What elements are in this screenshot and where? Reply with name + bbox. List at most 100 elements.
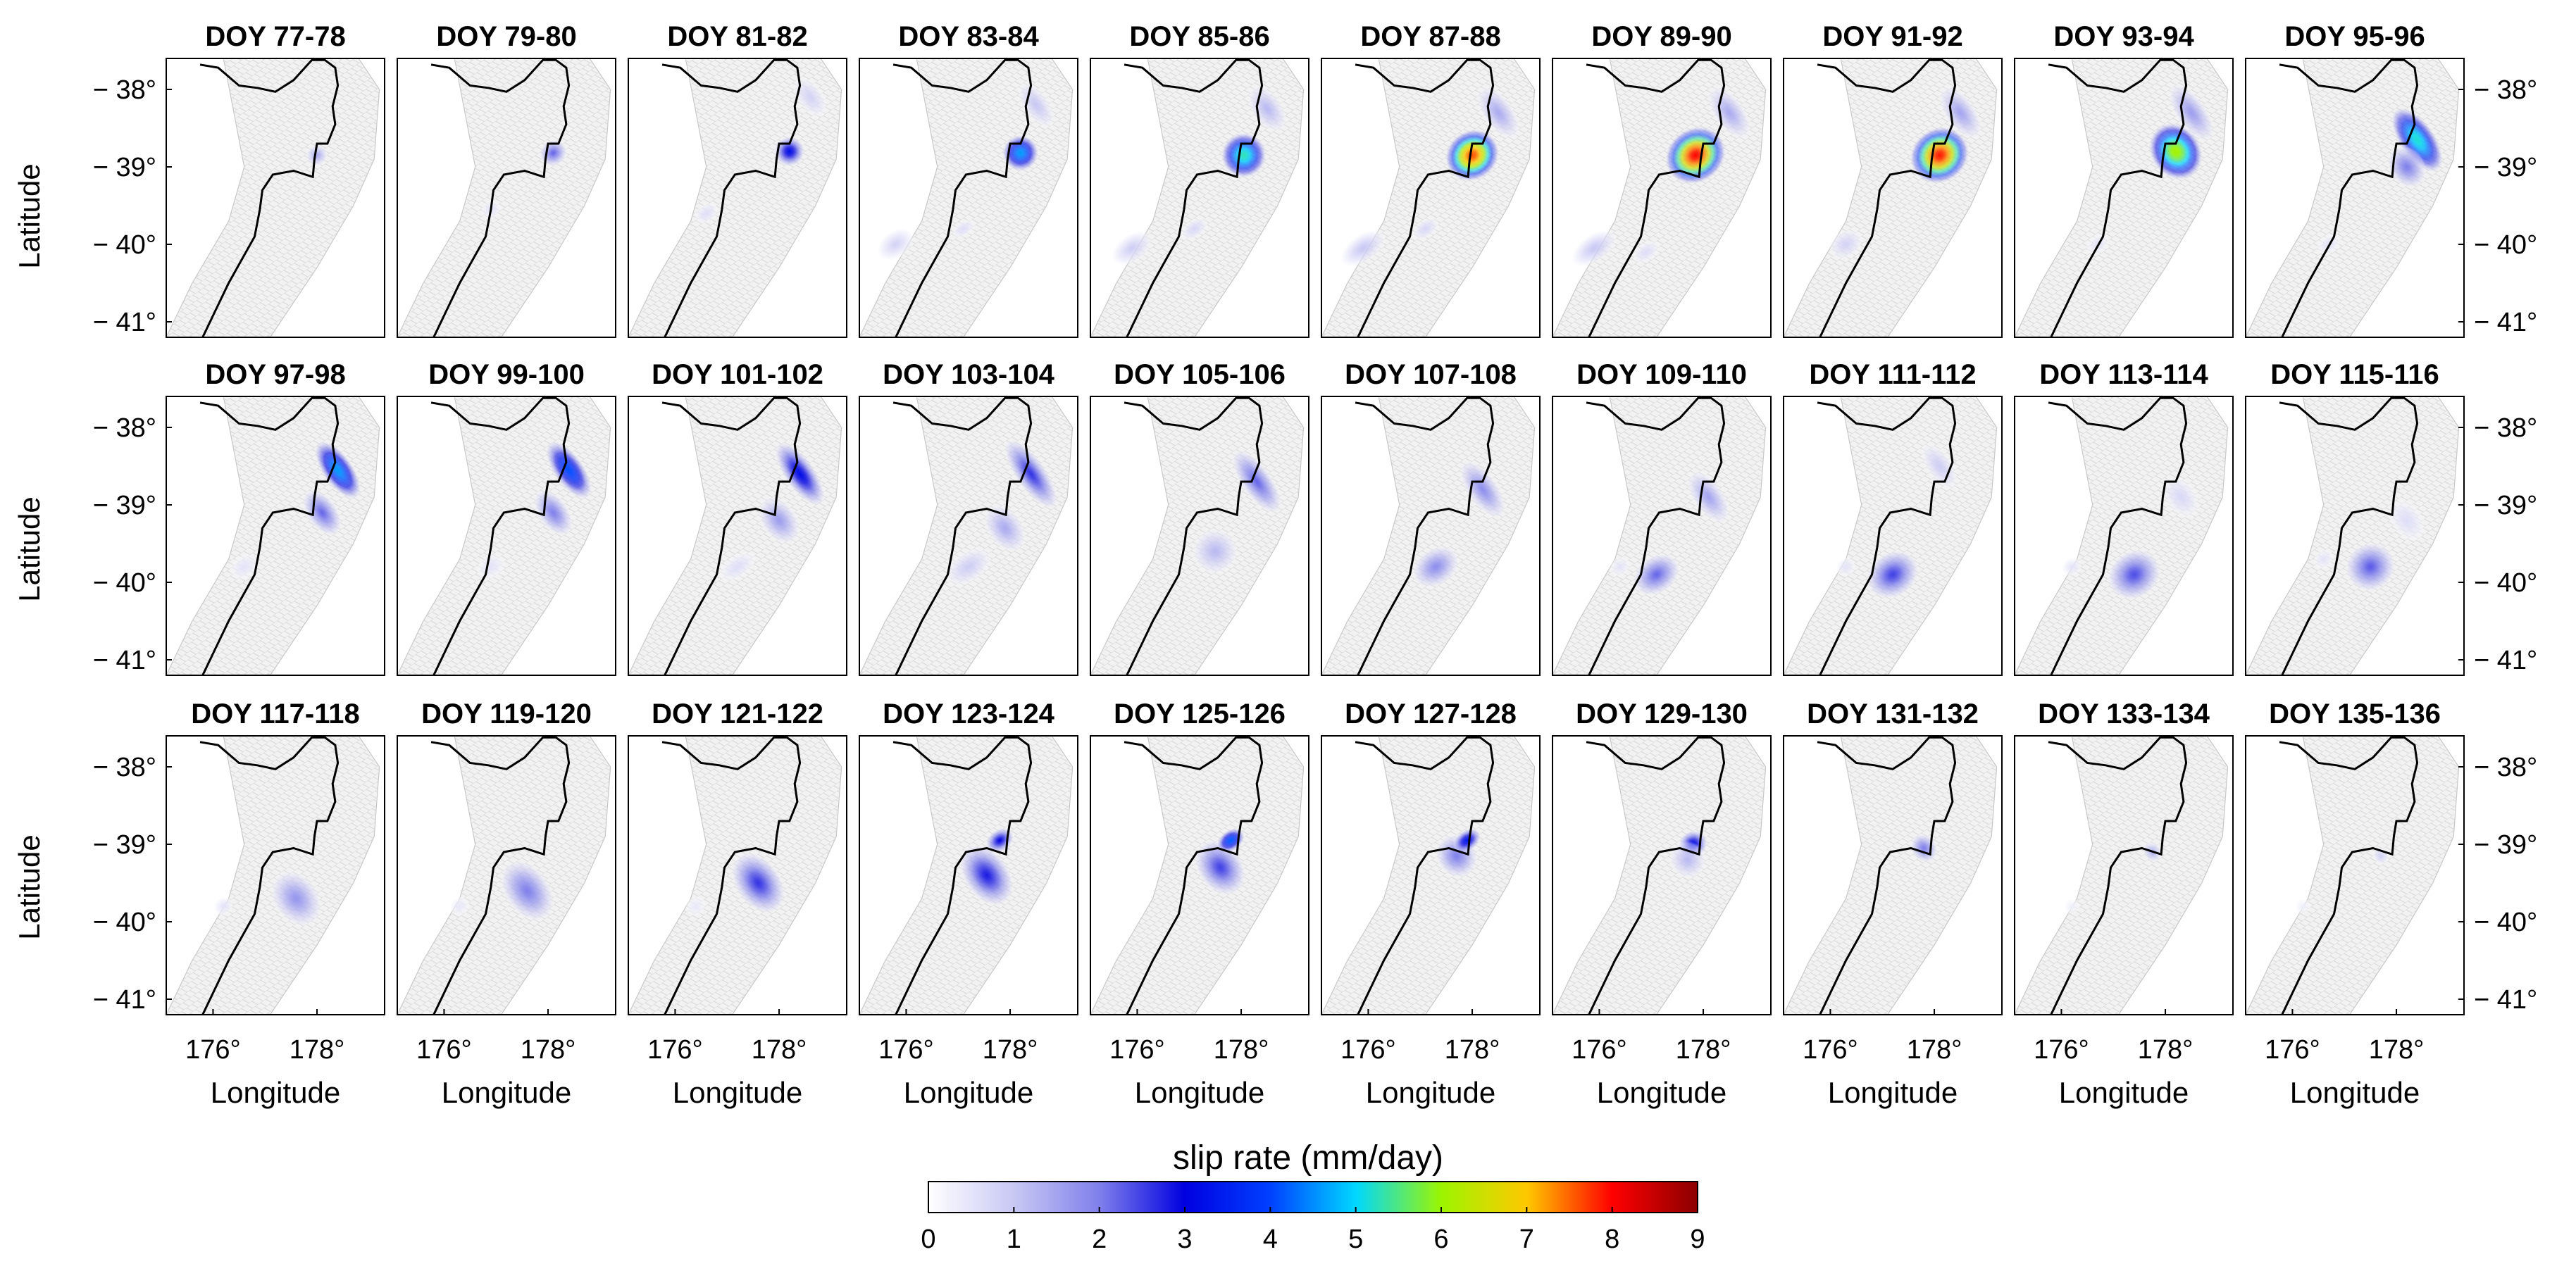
panel-title: DOY 81-82 bbox=[667, 21, 807, 52]
slip-patch bbox=[1836, 557, 1856, 577]
slip-patch bbox=[694, 202, 718, 225]
slip-patch bbox=[1340, 229, 1386, 268]
panel-title: DOY 103-104 bbox=[883, 359, 1055, 390]
slip-patch bbox=[774, 441, 826, 507]
fault-mesh-lines bbox=[166, 736, 380, 1015]
coastline bbox=[1817, 396, 1957, 675]
panel-frame bbox=[1321, 735, 1541, 1015]
slip-patch bbox=[1610, 557, 1631, 577]
panel-title: DOY 113-114 bbox=[2039, 359, 2208, 390]
slip-patch bbox=[1669, 841, 1707, 879]
map-panel: DOY 135-136 − 38° − 39° − 40° − 41° 176° 178° L… bbox=[2245, 699, 2537, 1109]
lon-tick-label: 176° bbox=[185, 1035, 241, 1065]
map-panel: DOY 91-92 bbox=[1783, 21, 2003, 338]
coastline bbox=[1586, 736, 1726, 1015]
panel-frame bbox=[2014, 735, 2234, 1015]
lat-tick-label: − 41° bbox=[93, 308, 156, 337]
map-panel: DOY 111-112 bbox=[1783, 359, 2003, 676]
lat-tick-label: − 41° bbox=[2474, 308, 2537, 337]
panel-title: DOY 95-96 bbox=[2284, 21, 2425, 52]
coastline bbox=[1355, 736, 1495, 1015]
colorbar-tick-label: 1 bbox=[1007, 1225, 1021, 1254]
lat-tick-label: − 40° bbox=[2474, 230, 2537, 260]
panel-title: DOY 119-120 bbox=[421, 699, 592, 730]
panel-title: DOY 123-124 bbox=[883, 699, 1055, 730]
map-panel: DOY 127-128 176° 178° Longitude bbox=[1321, 699, 1541, 1109]
panel-grid: DOY 77-78 − 38° − 39° − 40° − 41° DOY 79-80 DO… bbox=[93, 21, 2537, 1109]
panel-frame bbox=[166, 735, 385, 1015]
lat-tick-label: − 39° bbox=[2474, 830, 2537, 860]
panel-frame bbox=[2245, 58, 2465, 338]
fault-mesh-lines bbox=[1553, 736, 1766, 1015]
x-axis-label: Longitude bbox=[2290, 1076, 2420, 1109]
panel-title: DOY 131-132 bbox=[1807, 699, 1979, 730]
fault-mesh-lines bbox=[1321, 58, 1535, 337]
coastline bbox=[199, 58, 340, 337]
x-axis-label: Longitude bbox=[673, 1076, 803, 1109]
map-panel: DOY 123-124 176° 178° Longitude bbox=[859, 699, 1078, 1109]
map-panel: DOY 115-116 − 38° − 39° − 40° − 41° bbox=[2245, 359, 2537, 676]
fault-mesh-lines bbox=[1784, 736, 1997, 1015]
slip-patch bbox=[876, 227, 915, 261]
fault-mesh-lines bbox=[2015, 396, 2228, 675]
panel-title: DOY 105-106 bbox=[1114, 359, 1286, 390]
lat-tick-label: − 38° bbox=[2474, 75, 2537, 105]
lat-tick-label: − 41° bbox=[2474, 646, 2537, 675]
slip-patch bbox=[945, 547, 992, 587]
lat-tick-label: − 40° bbox=[93, 908, 156, 937]
coastline bbox=[1817, 58, 1957, 337]
lat-tick-label: − 40° bbox=[93, 230, 156, 260]
colorbar-tick-label: 7 bbox=[1519, 1225, 1534, 1254]
fault-mesh-lines bbox=[2246, 396, 2459, 675]
lon-tick-label: 178° bbox=[1214, 1035, 1269, 1065]
map-panel: DOY 105-106 bbox=[1090, 359, 1309, 676]
map-panel: DOY 131-132 176° 178° Longitude bbox=[1783, 699, 2003, 1109]
y-axis-label-row-2: Latitude bbox=[13, 496, 46, 601]
slip-patch bbox=[1412, 545, 1460, 589]
slip-patch bbox=[1111, 230, 1153, 266]
colorbar-ticks: 0 1 2 3 4 5 6 7 8 9 bbox=[921, 1207, 1705, 1254]
colorbar-tick-label: 0 bbox=[921, 1225, 935, 1254]
lon-tick-label: 178° bbox=[1445, 1035, 1500, 1065]
lon-tick-label: 176° bbox=[416, 1035, 472, 1065]
lon-tick-label: 176° bbox=[647, 1035, 703, 1065]
panel-title: DOY 111-112 bbox=[1809, 359, 1976, 390]
x-axis-label: Longitude bbox=[1597, 1076, 1727, 1109]
x-axis-label: Longitude bbox=[1135, 1076, 1265, 1109]
lon-tick-label: 178° bbox=[2138, 1035, 2194, 1065]
x-axis-label: Longitude bbox=[211, 1076, 341, 1109]
slip-patch bbox=[1909, 126, 1970, 184]
panel-title: DOY 83-84 bbox=[898, 21, 1039, 52]
slip-patch bbox=[1411, 217, 1440, 241]
x-axis-label: Longitude bbox=[1366, 1076, 1496, 1109]
slip-patch bbox=[230, 553, 259, 580]
slip-patch bbox=[1017, 81, 1055, 129]
map-panel: DOY 103-104 bbox=[859, 359, 1078, 676]
panel-frame bbox=[1090, 396, 1309, 676]
slip-patch bbox=[2344, 541, 2396, 592]
fault-mesh-lines bbox=[2015, 736, 2228, 1015]
panel-frame bbox=[1321, 58, 1541, 338]
map-panel: DOY 93-94 bbox=[2014, 21, 2234, 338]
lon-tick-label: 178° bbox=[1907, 1035, 1962, 1065]
slip-patch bbox=[719, 551, 756, 582]
panel-title: DOY 129-130 bbox=[1576, 699, 1748, 730]
slip-patch bbox=[730, 851, 786, 915]
slip-patch bbox=[1632, 240, 1660, 264]
lat-tick-label: − 41° bbox=[93, 646, 156, 675]
panel-title: DOY 121-122 bbox=[652, 699, 823, 730]
coastline bbox=[2279, 58, 2419, 337]
panel-frame bbox=[859, 735, 1078, 1015]
panel-frame bbox=[859, 396, 1078, 676]
slip-patch bbox=[2313, 549, 2334, 569]
panel-title: DOY 99-100 bbox=[428, 359, 585, 390]
lat-tick-label: − 39° bbox=[93, 491, 156, 520]
coastline bbox=[199, 736, 340, 1015]
coastline bbox=[661, 58, 802, 337]
panel-frame bbox=[1783, 396, 2003, 676]
fault-mesh-lines bbox=[1090, 58, 1304, 337]
lat-tick-label: − 41° bbox=[93, 985, 156, 1015]
slip-patch bbox=[1571, 229, 1617, 268]
panel-frame bbox=[1783, 735, 2003, 1015]
